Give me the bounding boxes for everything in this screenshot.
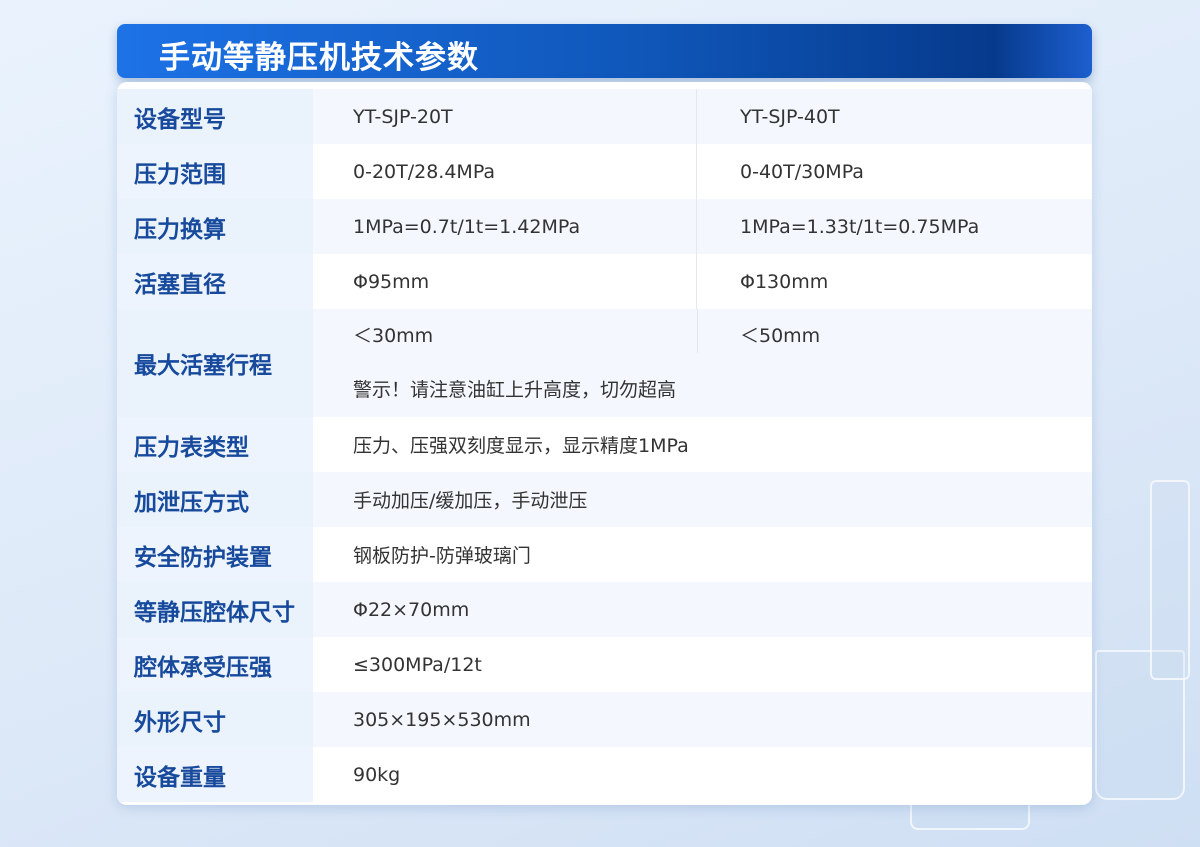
page-title: 手动等静压机技术参数 <box>159 40 479 76</box>
flask-decoration <box>1150 480 1190 680</box>
value-40t: ＜50mm <box>740 325 821 347</box>
row-label: 外形尺寸 <box>117 692 313 747</box>
row-label: 加泄压方式 <box>117 472 313 527</box>
row-label: 活塞直径 <box>117 254 313 309</box>
row-label: 安全防护装置 <box>117 527 313 582</box>
row-value: 手动加压/缓加压，手动泄压 <box>353 490 588 512</box>
row-label: 压力范围 <box>117 144 313 199</box>
table-row: 安全防护装置 钢板防护-防弹玻璃门 <box>117 527 1092 582</box>
row-value: 压力、压强双刻度显示，显示精度1MPa <box>353 435 689 457</box>
table-row: 等静压腔体尺寸 Φ22×70mm <box>117 582 1092 637</box>
row-label: 最大活塞行程 <box>117 309 313 417</box>
table-row: 活塞直径 Φ95mm Φ130mm <box>117 254 1092 309</box>
table-row: 压力范围 0-20T/28.4MPa 0-40T/30MPa <box>117 144 1092 199</box>
spec-table: 设备型号 YT-SJP-20T YT-SJP-40T 压力范围 0-20T/28… <box>117 82 1092 805</box>
row-label: 压力表类型 <box>117 417 313 472</box>
title-banner: 手动等静压机技术参数 <box>117 24 1092 78</box>
value-40t: 1MPa=1.33t/1t=0.75MPa <box>740 215 980 238</box>
row-label: 等静压腔体尺寸 <box>117 582 313 637</box>
row-value: 305×195×530mm <box>353 708 531 731</box>
table-row: 压力换算 1MPa=0.7t/1t=1.42MPa 1MPa=1.33t/1t=… <box>117 199 1092 254</box>
value-40t: YT-SJP-40T <box>740 105 840 128</box>
row-label: 压力换算 <box>117 199 313 254</box>
table-row: 加泄压方式 手动加压/缓加压，手动泄压 <box>117 472 1092 527</box>
table-row: 设备型号 YT-SJP-20T YT-SJP-40T <box>117 89 1092 144</box>
row-value: 90kg <box>353 763 401 786</box>
warning-note: 警示！请注意油缸上升高度，切勿超高 <box>353 379 677 401</box>
table-row: 最大活塞行程 ＜30mm ＜50mm 警示！请注意油缸上升高度，切勿超高 <box>117 309 1092 417</box>
row-label: 设备型号 <box>117 89 313 144</box>
value-20t: 1MPa=0.7t/1t=1.42MPa <box>313 199 697 254</box>
value-20t: YT-SJP-20T <box>313 89 697 144</box>
row-label: 腔体承受压强 <box>117 637 313 692</box>
row-value: Φ22×70mm <box>353 598 470 621</box>
value-40t: 0-40T/30MPa <box>740 160 864 183</box>
row-value: ≤300MPa/12t <box>353 653 482 676</box>
row-value: 钢板防护-防弹玻璃门 <box>353 545 531 567</box>
table-row: 腔体承受压强 ≤300MPa/12t <box>117 637 1092 692</box>
column-divider <box>697 309 698 353</box>
value-20t: Φ95mm <box>313 254 697 309</box>
value-40t: Φ130mm <box>740 270 829 293</box>
row-label: 设备重量 <box>117 747 313 802</box>
table-row: 压力表类型 压力、压强双刻度显示，显示精度1MPa <box>117 417 1092 472</box>
value-20t: ＜30mm <box>353 325 434 347</box>
table-row: 外形尺寸 305×195×530mm <box>117 692 1092 747</box>
table-row: 设备重量 90kg <box>117 747 1092 802</box>
beaker-decoration <box>1095 650 1185 800</box>
value-20t: 0-20T/28.4MPa <box>313 144 697 199</box>
